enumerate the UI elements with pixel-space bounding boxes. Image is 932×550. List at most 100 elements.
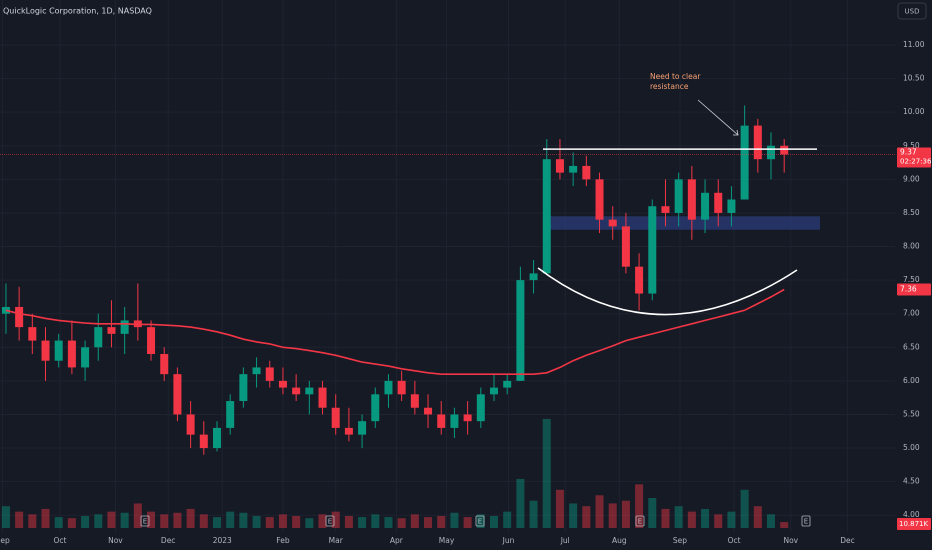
volume-bar <box>437 516 446 528</box>
candle-body <box>621 226 630 267</box>
volume-bar <box>331 511 340 528</box>
candle-body <box>212 427 221 449</box>
moving-average <box>5 288 785 376</box>
volume-bar <box>767 514 776 528</box>
currency[interactable]: USD <box>905 8 920 16</box>
candle-body <box>226 401 235 428</box>
candle-body <box>120 320 129 334</box>
volume-bar <box>94 514 103 528</box>
volume-bar <box>54 517 63 528</box>
volume-bar <box>424 517 433 528</box>
candle-body <box>384 380 393 395</box>
volume-bar <box>701 508 710 528</box>
candle-body <box>780 145 789 155</box>
candle-body <box>424 407 433 415</box>
y-tick-label: 4.00 <box>903 510 920 519</box>
candle-body <box>239 374 248 402</box>
y-tick-label: 8.00 <box>903 242 920 251</box>
y-tick-label: 9.50 <box>903 141 920 150</box>
candle-body <box>542 159 551 274</box>
volume-value: 10.871K <box>899 520 928 528</box>
y-tick-label: 5.00 <box>903 443 920 452</box>
candle-body <box>81 347 90 368</box>
currency-button[interactable] <box>897 2 927 20</box>
earnings-marker <box>635 515 645 527</box>
volume-bar <box>199 514 208 528</box>
x-tick-label: Mar <box>329 536 344 545</box>
x-tick-label: Sep <box>0 536 10 545</box>
volume-bar <box>516 478 525 528</box>
volume-bar <box>160 514 169 528</box>
countdown: 02:27:36 <box>900 157 932 165</box>
candle-body <box>714 192 723 213</box>
y-tick-label: 6.50 <box>903 342 920 351</box>
volume-pane <box>1 418 789 528</box>
volume-bar <box>278 514 287 528</box>
candle-body <box>489 387 498 395</box>
candle-body <box>397 380 406 395</box>
volume-bar <box>305 518 314 528</box>
y-tick-label: 5.50 <box>903 409 920 418</box>
candle-body <box>701 192 710 220</box>
volume-bar <box>450 512 459 528</box>
candle-body <box>437 414 446 428</box>
candle-body <box>107 327 116 334</box>
candle-body <box>555 159 564 173</box>
candle-body <box>331 407 340 428</box>
support-zone <box>548 216 820 230</box>
candle-body <box>410 394 419 408</box>
x-tick-label: Apr <box>390 536 404 545</box>
volume-bar <box>133 503 142 528</box>
volume-bar <box>265 517 274 528</box>
candle-body <box>147 327 156 355</box>
arrow-head <box>733 129 739 136</box>
candle-body <box>199 434 208 449</box>
volume-bar <box>147 511 156 528</box>
volume-bar <box>397 518 406 528</box>
volume-bar <box>173 512 182 528</box>
earnings-marker <box>325 515 335 527</box>
axis-labels: 4.00 4.50 5.00 5.50 6.00 6.50 7.00 7.50 8.00 8.50… <box>0 40 932 545</box>
x-tick-label: Jul <box>560 536 570 545</box>
volume-bar <box>582 506 591 528</box>
y-tick-label: 7.50 <box>903 275 920 284</box>
volume-bar <box>780 522 789 528</box>
candle-body <box>278 380 287 388</box>
x-tick-label: 2023 <box>213 536 232 545</box>
volume-bar <box>608 503 617 528</box>
y-tick-label: 8.50 <box>903 208 920 217</box>
volume-bar <box>674 506 683 528</box>
volume-bar <box>542 418 551 528</box>
volume-bar <box>476 514 485 528</box>
volume-bar <box>344 516 353 528</box>
volume-bar <box>107 511 116 528</box>
y-tick-label: 10.50 <box>903 74 925 83</box>
candle-body <box>753 125 762 160</box>
candle-body <box>529 273 538 281</box>
x-tick-label: Sep <box>673 536 687 545</box>
volume-label-box <box>897 518 931 530</box>
volume-bar <box>252 516 261 528</box>
x-tick-label: Jun <box>502 536 515 545</box>
volume-bar <box>1 506 10 528</box>
x-tick-label: Dec <box>161 536 176 545</box>
candle-body <box>595 179 604 220</box>
candle-body <box>608 219 617 227</box>
volume-bar <box>753 506 762 528</box>
volume-bar <box>120 512 129 528</box>
earnings-label: E <box>804 518 808 526</box>
volume-bar <box>15 511 24 528</box>
candle-body <box>292 387 301 395</box>
volume-bar <box>410 514 419 528</box>
candle-body <box>450 414 459 428</box>
candle-body <box>67 340 76 368</box>
annotation-text: Need to clear <box>650 72 701 81</box>
candle-body <box>160 354 169 375</box>
candle-body <box>94 327 103 348</box>
volume-bar <box>529 500 538 528</box>
volume-bar <box>595 495 604 528</box>
last-price: 9.37 <box>900 147 917 156</box>
earnings-label: E <box>638 518 642 526</box>
earnings-label: E <box>478 518 482 526</box>
candle-body <box>358 421 367 435</box>
